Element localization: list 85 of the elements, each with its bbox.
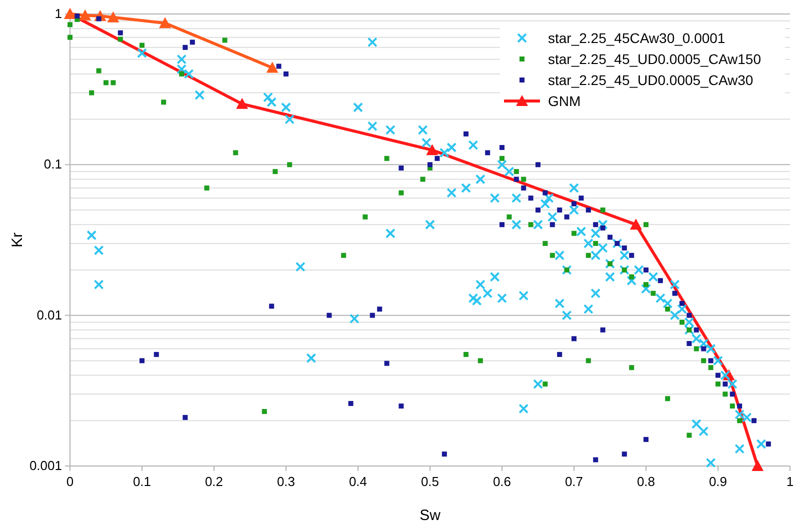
y-tick-label: 1 <box>54 6 62 21</box>
point <box>694 346 699 352</box>
point <box>384 156 390 161</box>
point <box>550 252 555 258</box>
point <box>622 267 627 272</box>
point <box>222 38 228 43</box>
x-axis-title: Sw <box>420 507 441 524</box>
point <box>266 62 278 73</box>
point <box>161 100 166 105</box>
point <box>262 409 267 414</box>
point <box>204 186 210 191</box>
point <box>179 71 184 76</box>
x-tick-label: 1 <box>786 474 794 489</box>
point <box>362 214 368 220</box>
point <box>600 208 606 213</box>
point <box>478 358 483 364</box>
point <box>564 267 570 272</box>
legend-label: star_2.25_45_UD0.0005_CAw150 <box>548 51 762 67</box>
point <box>737 418 742 424</box>
point <box>593 240 598 246</box>
point <box>542 240 548 246</box>
point <box>752 460 764 471</box>
point <box>272 169 278 174</box>
point <box>665 306 670 312</box>
point <box>420 176 426 182</box>
point <box>680 320 684 325</box>
point <box>722 392 728 397</box>
x-tick-label: 0.5 <box>420 474 440 489</box>
point <box>89 90 94 96</box>
point <box>650 290 656 296</box>
point <box>79 9 92 20</box>
y-tick-label: 0.001 <box>29 458 62 473</box>
point <box>104 80 108 86</box>
point <box>608 261 612 266</box>
x-tick-label: 0.7 <box>564 474 584 489</box>
x-tick-label: 0.3 <box>276 474 296 489</box>
point <box>500 156 504 161</box>
point <box>110 80 116 86</box>
point <box>341 252 346 258</box>
point <box>233 150 238 156</box>
y-axis-title: Kr <box>9 232 26 248</box>
x-tick-label: 0.8 <box>636 474 656 489</box>
point <box>586 252 591 258</box>
y-tick-label: 0.1 <box>44 156 62 172</box>
point <box>107 11 120 22</box>
point <box>644 282 648 288</box>
point <box>708 365 714 370</box>
x-tick-label: 0 <box>66 474 74 489</box>
point <box>68 22 72 28</box>
point <box>629 365 634 370</box>
x-tick-label: 0.4 <box>348 474 368 489</box>
point <box>572 230 576 236</box>
point <box>118 36 123 42</box>
point <box>514 169 519 174</box>
x-tick-label: 0.1 <box>132 474 152 489</box>
point <box>398 190 404 196</box>
point <box>140 42 144 48</box>
point <box>686 327 692 332</box>
x-tick-label: 0.9 <box>708 474 728 489</box>
point <box>236 98 248 109</box>
point <box>644 222 648 228</box>
point <box>521 176 526 182</box>
legend-label: GNM <box>548 93 581 109</box>
point <box>665 396 670 402</box>
point <box>506 214 512 220</box>
point <box>686 432 692 438</box>
point <box>542 382 548 387</box>
point <box>159 17 172 28</box>
x-tick-label: 0.2 <box>204 474 224 489</box>
point <box>426 144 438 156</box>
point <box>630 218 642 230</box>
legend-label: star_2.25_45_UD0.0005_CAw30 <box>548 72 754 88</box>
point <box>716 382 720 387</box>
point <box>586 358 591 364</box>
point <box>629 274 634 280</box>
x-tick-label: 0.6 <box>492 474 512 489</box>
legend-label: star_2.25_45CAw30_0.0001 <box>548 30 726 46</box>
point <box>96 68 102 74</box>
point <box>287 162 292 168</box>
y-tick-label: 0.01 <box>36 307 62 322</box>
point <box>730 404 735 409</box>
point <box>68 34 72 40</box>
point <box>464 352 468 357</box>
point <box>528 222 534 228</box>
point <box>701 358 706 364</box>
